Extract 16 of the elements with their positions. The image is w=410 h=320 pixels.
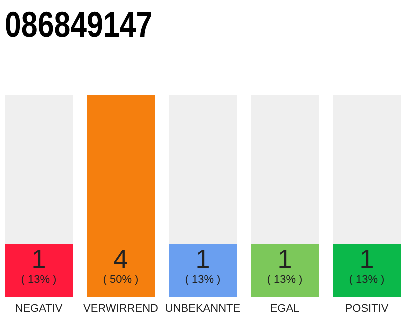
data-label: ( 50% ) (103, 274, 139, 286)
data-label: ( 13% ) (185, 274, 221, 286)
annotation: 1 (196, 244, 210, 274)
x-tick-label: NEGATIV (15, 303, 64, 315)
x-tick-label: UNBEKANNTE (165, 303, 241, 315)
annotation: 1 (360, 244, 374, 274)
x-tick-label: VERWIRREND (84, 303, 159, 315)
x-tick-label: POSITIV (345, 303, 390, 315)
annotation: 1 (32, 244, 46, 274)
chart-title: 086849147 (5, 4, 153, 45)
data-label: ( 13% ) (349, 274, 385, 286)
data-label: ( 13% ) (21, 274, 57, 286)
x-tick-label: EGAL (270, 303, 300, 315)
data-label: ( 13% ) (267, 274, 303, 286)
annotation: 1 (278, 244, 292, 274)
annotation: 4 (114, 244, 128, 274)
